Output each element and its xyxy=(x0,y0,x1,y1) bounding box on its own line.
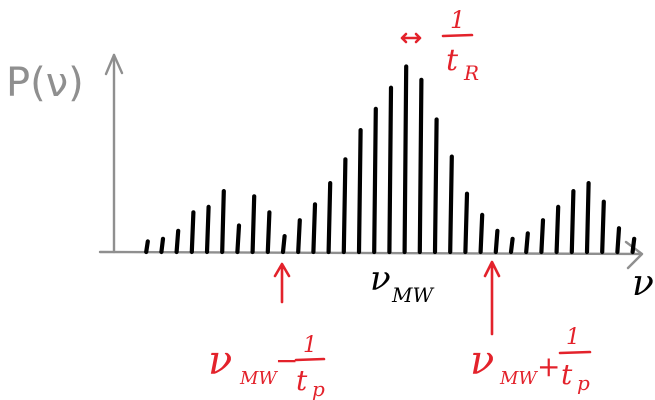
right-sideband-subscript: MW xyxy=(499,368,538,389)
spectral-line xyxy=(280,234,287,255)
spectral-line xyxy=(174,228,181,255)
spectral-line xyxy=(463,191,470,255)
right-sideband-arrow xyxy=(483,260,501,336)
spectral-line xyxy=(432,117,439,255)
center-frequency-subscript: MW xyxy=(391,283,434,307)
y-axis-arrowhead xyxy=(104,53,124,76)
spectral-line xyxy=(417,77,424,255)
spectral-line xyxy=(144,239,150,255)
spacing-numerator: 1 xyxy=(450,6,465,34)
left-sideband-denominator: t xyxy=(296,364,308,397)
spectral-line xyxy=(478,212,485,255)
spectral-line xyxy=(493,228,500,255)
spacing-denominator-subscript: R xyxy=(463,61,479,85)
left-sideband-arrow xyxy=(273,262,291,304)
right-sideband-operator: + xyxy=(537,350,560,383)
center-frequency-label: ν xyxy=(370,259,391,299)
spectral-line xyxy=(356,128,363,255)
spectral-line xyxy=(326,181,333,255)
left-sideband-fraction-bar xyxy=(294,357,326,362)
spectral-line xyxy=(615,226,622,255)
right-sideband-nu: ν xyxy=(470,338,494,384)
spectral-line xyxy=(554,204,561,255)
left-sideband-denominator-subscript: p xyxy=(312,377,325,400)
right-sideband-numerator: 1 xyxy=(566,325,580,350)
spectral-line xyxy=(584,181,591,255)
x-axis-label: ν xyxy=(632,263,654,304)
spectral-line xyxy=(402,64,409,255)
spectral-line xyxy=(204,204,211,255)
spectral-line xyxy=(296,218,302,255)
spectral-line xyxy=(539,218,546,255)
spectral-line xyxy=(189,210,196,255)
spectral-line xyxy=(387,85,394,255)
right-sideband-denominator: t xyxy=(561,358,573,391)
spectral-line xyxy=(235,223,242,255)
spacing-fraction-bar xyxy=(441,33,474,38)
spectral-line xyxy=(159,236,166,255)
spectral-line xyxy=(250,194,257,255)
spectral-line xyxy=(265,210,272,255)
spectral-line xyxy=(569,189,576,255)
y-axis-label: P(ν) xyxy=(6,60,84,106)
spectral-lines xyxy=(144,64,637,255)
spectral-line xyxy=(630,236,637,255)
left-sideband-subscript: MW xyxy=(239,368,278,389)
spacing-denominator: t xyxy=(446,43,459,78)
left-sideband-numerator: 1 xyxy=(303,333,317,358)
right-sideband-denominator-subscript: p xyxy=(577,371,590,395)
spectral-line xyxy=(524,231,530,255)
left-sideband-operator: − xyxy=(275,344,298,377)
left-sideband-nu: ν xyxy=(208,338,232,384)
spectral-line xyxy=(600,199,606,255)
spectral-line xyxy=(341,157,348,255)
x-axis xyxy=(98,250,642,256)
spacing-double-arrow xyxy=(400,32,422,44)
spectral-line xyxy=(448,154,454,255)
spectral-line xyxy=(311,202,318,255)
spectral-line xyxy=(220,189,226,255)
right-sideband-fraction-bar xyxy=(558,350,592,355)
spectral-line xyxy=(372,106,378,255)
spectral-line xyxy=(508,236,515,255)
